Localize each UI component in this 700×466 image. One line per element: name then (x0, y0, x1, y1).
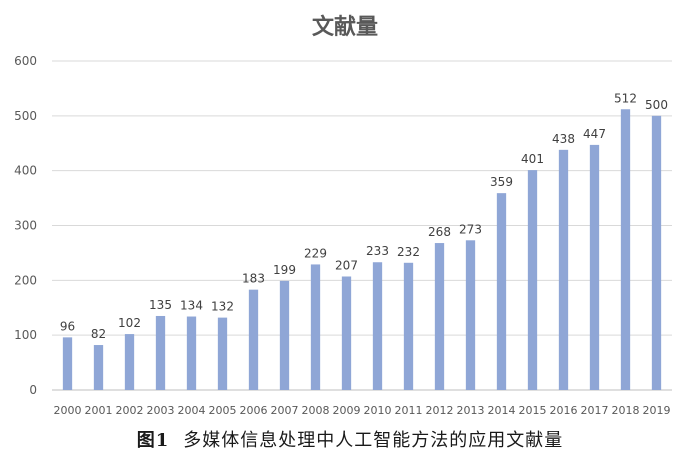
x-tick-label: 2011 (395, 404, 423, 417)
x-tick-label: 2018 (612, 404, 640, 417)
x-tick-label: 2014 (488, 404, 516, 417)
data-label: 273 (459, 222, 482, 236)
x-tick-label: 2002 (116, 404, 144, 417)
x-tick-label: 2003 (147, 404, 175, 417)
caption-text: 多媒体信息处理中人工智能方法的应用文献量 (183, 430, 564, 451)
data-label: 500 (645, 98, 668, 112)
data-label: 96 (60, 319, 75, 333)
bar (62, 337, 73, 390)
x-tick-label: 2017 (581, 404, 609, 417)
bar (434, 243, 445, 390)
x-axis-ticks: 2000 2001 2002 2003 2004 2005 2006 2007 2008 2009… (54, 404, 671, 417)
bar (124, 334, 135, 390)
y-tick-label: 200 (14, 273, 37, 287)
x-tick-label: 2006 (240, 404, 268, 417)
data-label: 102 (118, 316, 141, 330)
bar (279, 280, 290, 390)
y-tick-label: 0 (29, 383, 37, 397)
y-tick-label: 500 (14, 109, 37, 123)
data-label: 134 (180, 299, 203, 313)
x-tick-label: 2010 (364, 404, 392, 417)
x-tick-label: 2001 (85, 404, 113, 417)
bar-chart: 文献量 0 100 200 300 400 500 600 96 82 102 135 134 132… (14, 14, 672, 417)
bar (186, 316, 197, 390)
y-tick-label: 100 (14, 328, 37, 342)
x-tick-label: 2012 (426, 404, 454, 417)
x-tick-label: 2007 (271, 404, 299, 417)
bar (341, 276, 352, 390)
bar (527, 170, 538, 390)
data-label: 447 (583, 127, 606, 141)
data-label: 82 (91, 327, 106, 341)
x-tick-label: 2005 (209, 404, 237, 417)
data-label: 268 (428, 225, 451, 239)
figure-caption: 图1 多媒体信息处理中人工智能方法的应用文献量 (0, 426, 700, 452)
chart-title: 文献量 (312, 14, 378, 40)
y-axis-ticks: 0 100 200 300 400 500 600 (14, 54, 37, 397)
bar (310, 264, 321, 390)
bar (155, 315, 166, 390)
x-tick-label: 2004 (178, 404, 206, 417)
data-label: 401 (521, 152, 544, 166)
y-tick-label: 600 (14, 54, 37, 68)
data-label: 207 (335, 258, 358, 272)
bar (217, 317, 228, 390)
figure-number: 图1 (136, 430, 170, 451)
data-label: 132 (211, 300, 234, 314)
data-labels: 96 82 102 135 134 132 183 199 229 207 233 232 268 273… (60, 91, 668, 341)
bar (589, 144, 600, 390)
gridlines (52, 60, 672, 391)
x-tick-label: 2008 (302, 404, 330, 417)
bar (465, 240, 476, 390)
bar (651, 115, 662, 390)
bar (372, 262, 383, 390)
data-label: 359 (490, 175, 513, 189)
x-tick-label: 2015 (519, 404, 547, 417)
bar (558, 149, 569, 390)
data-label: 438 (552, 132, 575, 146)
data-label: 512 (614, 91, 637, 105)
bar (403, 262, 414, 390)
x-tick-label: 2000 (54, 404, 82, 417)
y-tick-label: 300 (14, 219, 37, 233)
x-tick-label: 2016 (550, 404, 578, 417)
data-label: 199 (273, 263, 296, 277)
bar (496, 193, 507, 390)
data-label: 183 (242, 272, 265, 286)
bars (62, 109, 662, 391)
x-tick-label: 2013 (457, 404, 485, 417)
bar (93, 345, 104, 390)
y-tick-label: 400 (14, 164, 37, 178)
x-tick-label: 2009 (333, 404, 361, 417)
data-label: 229 (304, 246, 327, 260)
bar (248, 289, 259, 390)
bar (620, 109, 631, 391)
data-label: 135 (149, 298, 172, 312)
data-label: 232 (397, 245, 420, 259)
data-label: 233 (366, 244, 389, 258)
x-tick-label: 2019 (643, 404, 671, 417)
